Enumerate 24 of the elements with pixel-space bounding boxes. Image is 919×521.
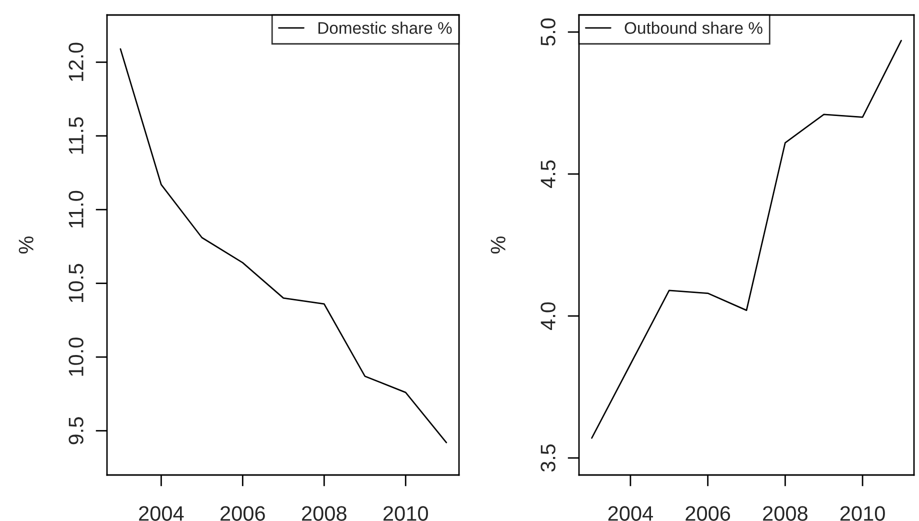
y-tick-label: 3.5: [540, 444, 556, 472]
x-tick-label: 2010: [840, 506, 885, 521]
legend-label: Outbound share %: [624, 22, 762, 34]
y-axis-title: %: [490, 236, 506, 254]
x-tick-label: 2010: [384, 506, 428, 521]
line-series: [591, 40, 902, 439]
y-tick-label: 10.0: [68, 338, 84, 376]
x-tick-label: 2008: [302, 506, 346, 521]
y-tick-label: 5.0: [540, 18, 556, 46]
x-tick-label: 2006: [686, 506, 730, 521]
y-tick-label: 12.0: [68, 42, 84, 81]
y-tick-label: 11.5: [68, 117, 84, 154]
y-tick-label: 4.0: [540, 302, 556, 330]
y-tick-label: 11.0: [68, 190, 84, 228]
y-tick-label: 10.5: [68, 264, 84, 302]
line-series: [120, 48, 448, 444]
y-tick-label: 9.5: [68, 417, 84, 444]
y-axis-title: %: [18, 236, 34, 254]
x-tick-label: 2004: [608, 506, 654, 521]
x-tick-label: 2006: [220, 506, 265, 521]
x-tick-label: 2008: [763, 506, 808, 521]
y-tick-label: 4.5: [540, 160, 556, 188]
legend-label: Domestic share %: [318, 22, 452, 34]
x-tick-label: 2004: [139, 506, 184, 521]
